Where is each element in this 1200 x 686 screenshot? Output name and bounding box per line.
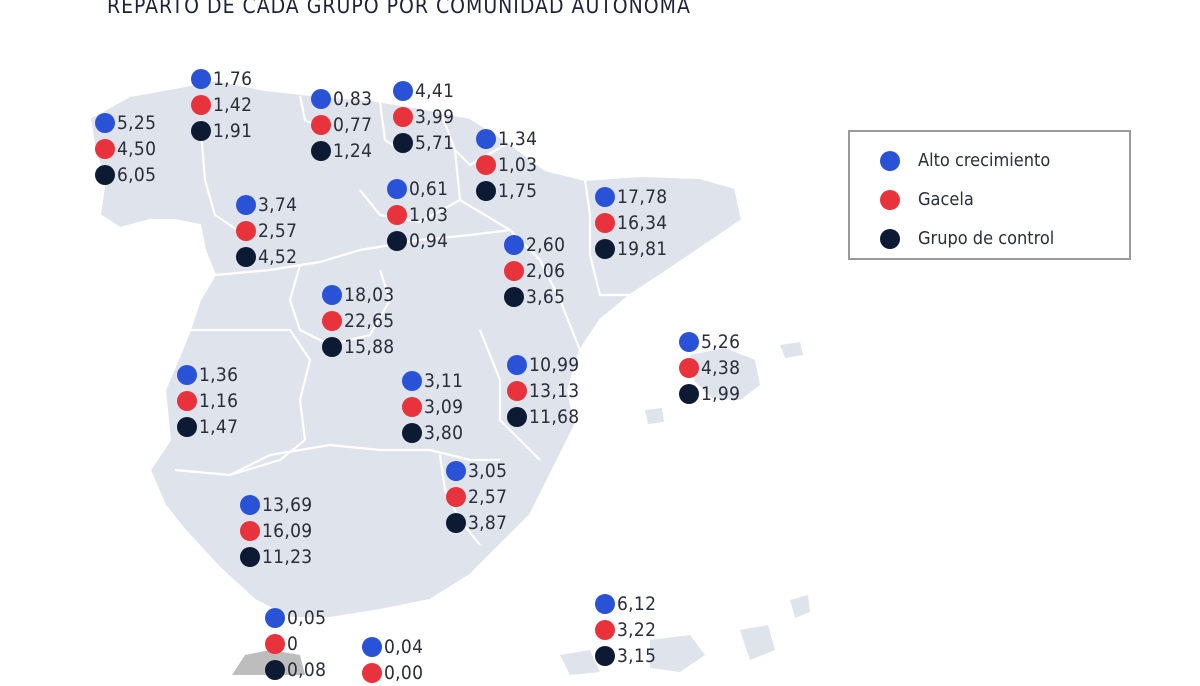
legend-control-dot (880, 229, 900, 249)
alto-dot (595, 594, 615, 614)
alto-dot (240, 495, 260, 515)
control-dot (507, 407, 527, 427)
alto-dot (311, 89, 331, 109)
alto-dot (177, 365, 197, 385)
gacela-dot (393, 107, 413, 127)
gacela-dot (240, 521, 260, 541)
alto-dot (504, 235, 524, 255)
alto-dot (446, 461, 466, 481)
control-dot (236, 247, 256, 267)
page-title: REPARTO DE CADA GRUPO POR COMUNIDAD AUTÓ… (107, 0, 691, 18)
gacela-dot (177, 391, 197, 411)
alto-dot (595, 187, 615, 207)
alto-dot (679, 332, 699, 352)
alto-dot (236, 195, 256, 215)
canarias-shape-3 (650, 635, 705, 672)
gacela-dot (236, 221, 256, 241)
alto-dot (95, 113, 115, 133)
control-dot (177, 417, 197, 437)
gacela-dot (387, 205, 407, 225)
alto-dot (322, 285, 342, 305)
control-dot (504, 287, 524, 307)
control-dot (387, 231, 407, 251)
control-dot (311, 141, 331, 161)
canarias-shape-2 (740, 625, 775, 660)
alto-dot (265, 608, 285, 628)
control-dot (595, 646, 615, 666)
alto-dot (191, 69, 211, 89)
control-dot (679, 384, 699, 404)
gacela-dot (311, 115, 331, 135)
alto-dot (362, 637, 382, 657)
ibiza-shape (645, 408, 664, 424)
gacela-dot (322, 311, 342, 331)
gacela-dot (191, 95, 211, 115)
gacela-dot (95, 139, 115, 159)
gacela-dot (679, 358, 699, 378)
control-dot (95, 165, 115, 185)
alto-dot (393, 81, 413, 101)
menorca-shape (780, 342, 803, 358)
gacela-dot (504, 261, 524, 281)
gacela-dot (595, 620, 615, 640)
legend: Alto crecimiento Gacela Grupo de control (848, 130, 1131, 260)
gacela-dot (446, 487, 466, 507)
alto-dot (476, 129, 496, 149)
control-dot (595, 239, 615, 259)
control-dot (393, 133, 413, 153)
canarias-shape-1 (790, 595, 810, 618)
control-dot (476, 181, 496, 201)
control-dot (265, 660, 285, 680)
mallorca-shape (690, 348, 760, 400)
legend-alto-dot (880, 151, 900, 171)
gacela-dot (402, 397, 422, 417)
alto-dot (402, 371, 422, 391)
control-dot (240, 547, 260, 567)
gacela-dot (476, 155, 496, 175)
control-dot (322, 337, 342, 357)
peninsula-shape (89, 79, 743, 619)
gacela-dot (595, 213, 615, 233)
gacela-dot (265, 634, 285, 654)
alto-dot (387, 179, 407, 199)
canarias-shape-4 (560, 650, 600, 675)
gacela-dot (362, 663, 382, 683)
alto-dot (507, 355, 527, 375)
legend-gacela-dot (880, 190, 900, 210)
control-dot (191, 121, 211, 141)
control-dot (402, 423, 422, 443)
control-dot (446, 513, 466, 533)
gacela-dot (507, 381, 527, 401)
